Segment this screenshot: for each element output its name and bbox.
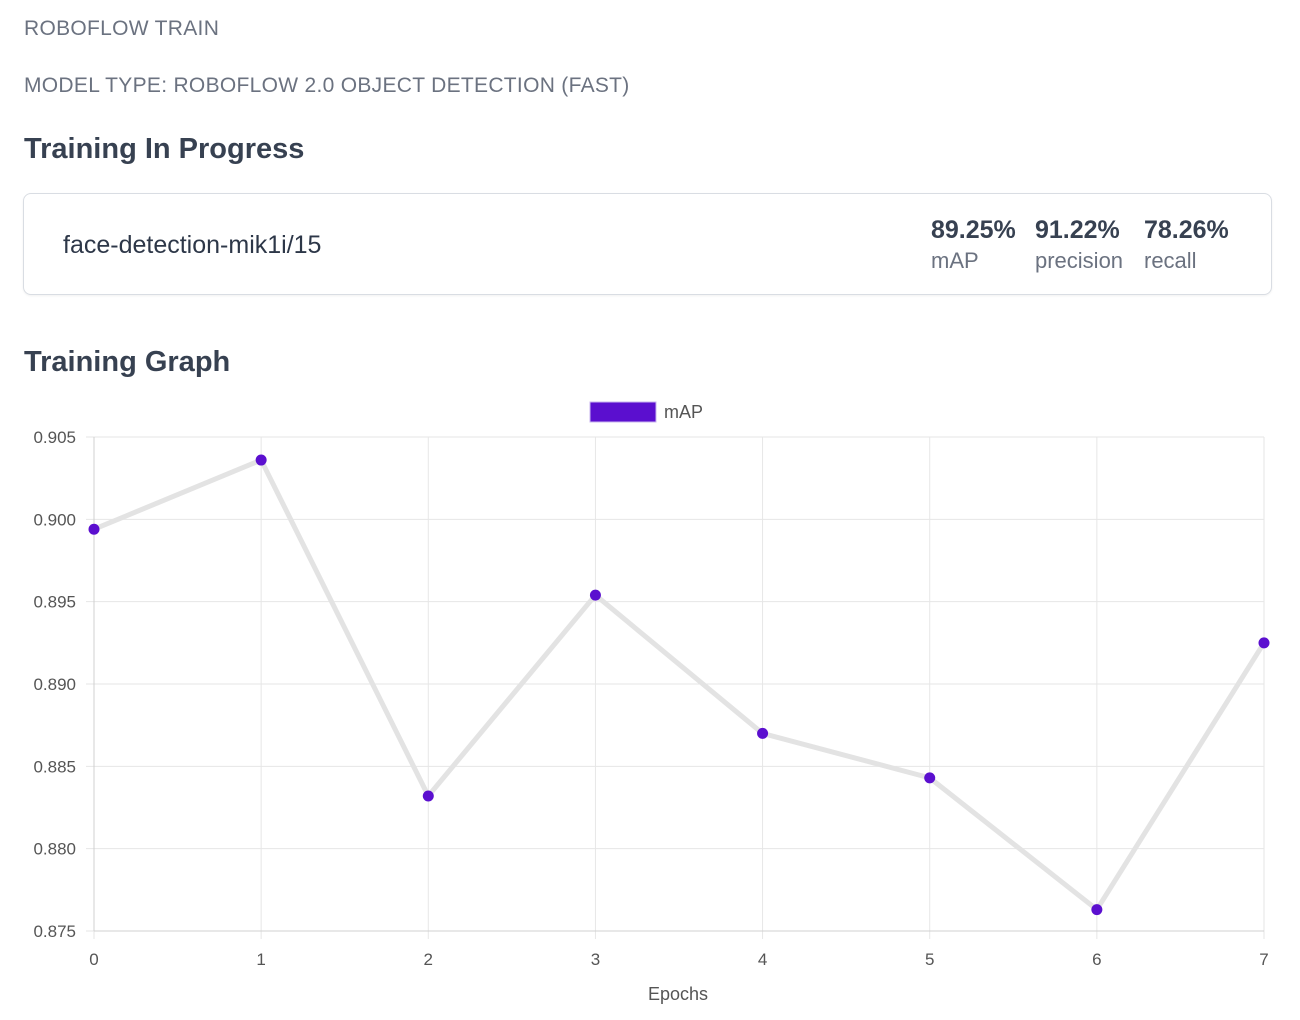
training-progress-card: face-detection-mik1i/15 89.25% mAP 91.22… bbox=[23, 193, 1272, 295]
x-axis-ticks: 0 1 2 3 4 5 6 7 bbox=[89, 950, 1268, 969]
legend-label-map[interactable]: mAP bbox=[664, 402, 703, 422]
metric-map-value: 89.25% bbox=[931, 216, 1016, 244]
data-point-map[interactable] bbox=[924, 772, 936, 784]
data-point-map[interactable] bbox=[1091, 904, 1103, 916]
data-point-map[interactable] bbox=[255, 454, 267, 466]
chart-svg: mAP 0.9050.9000.8950.8900.8850.8800.875 … bbox=[33, 401, 1270, 1004]
y-tick-label: 0.880 bbox=[33, 840, 76, 859]
metric-precision-value: 91.22% bbox=[1035, 216, 1120, 244]
y-tick-label: 0.875 bbox=[33, 922, 76, 941]
training-progress-title: Training In Progress bbox=[24, 133, 305, 165]
series-map bbox=[88, 454, 1270, 916]
x-tick-label: 5 bbox=[925, 950, 934, 969]
training-graph-title: Training Graph bbox=[24, 346, 231, 378]
x-tick-label: 4 bbox=[758, 950, 767, 969]
metric-recall-label: recall bbox=[1144, 248, 1197, 273]
x-axis-label: Epochs bbox=[648, 984, 708, 1004]
chart-legend[interactable]: mAP bbox=[589, 401, 703, 423]
y-tick-label: 0.895 bbox=[33, 593, 76, 612]
metric-recall-value: 78.26% bbox=[1144, 216, 1229, 244]
model-type-label: MODEL TYPE: ROBOFLOW 2.0 OBJECT DETECTIO… bbox=[24, 74, 630, 97]
x-tick-label: 1 bbox=[256, 950, 265, 969]
y-tick-label: 0.900 bbox=[33, 510, 76, 529]
y-axis-ticks: 0.905 0.900 0.895 0.890 0.885 0.880 0.875 bbox=[33, 428, 76, 941]
metric-recall: 78.26% recall bbox=[1144, 214, 1229, 276]
metric-precision: 91.22% precision bbox=[1035, 214, 1123, 276]
data-point-map[interactable] bbox=[757, 727, 769, 739]
y-tick-label: 0.890 bbox=[33, 675, 76, 694]
x-tick-label: 3 bbox=[591, 950, 600, 969]
version-name[interactable]: face-detection-mik1i/15 bbox=[63, 231, 322, 259]
x-tick-label: 6 bbox=[1092, 950, 1101, 969]
metric-map-label: mAP bbox=[931, 248, 979, 273]
brand-label: ROBOFLOW TRAIN bbox=[24, 17, 220, 40]
data-point-map[interactable] bbox=[422, 790, 434, 802]
legend-swatch-map[interactable] bbox=[589, 401, 657, 423]
training-graph-chart: mAP 0.905 0.900 0.895 0.890 0.885 0.880 0.875 … bbox=[0, 390, 1300, 1020]
y-tick-label: 0.885 bbox=[33, 757, 76, 776]
x-tick-label: 7 bbox=[1259, 950, 1268, 969]
y-tick-label: 0.905 bbox=[33, 428, 76, 447]
x-tick-label: 2 bbox=[424, 950, 433, 969]
data-point-map[interactable] bbox=[1258, 637, 1270, 649]
x-tick-label: 0 bbox=[89, 950, 98, 969]
metric-precision-label: precision bbox=[1035, 248, 1124, 273]
metric-map: 89.25% mAP bbox=[931, 214, 1016, 276]
chart-grid bbox=[86, 436, 1265, 939]
series-line-map bbox=[93, 457, 1267, 913]
data-point-map[interactable] bbox=[88, 523, 100, 535]
data-point-map[interactable] bbox=[589, 589, 601, 601]
